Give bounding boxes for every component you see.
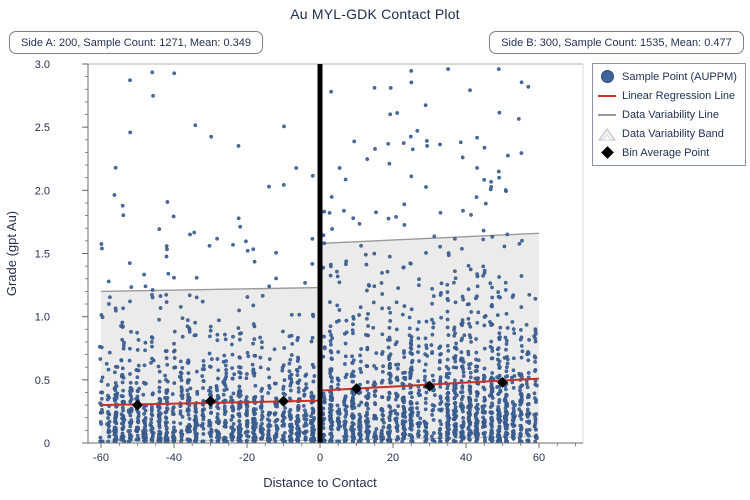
y-tick-label: 0.5: [35, 375, 50, 387]
x-tick-label: 40: [460, 452, 472, 464]
side-a-summary-box: Side A: 200, Sample Count: 1271, Mean: 0…: [9, 31, 263, 54]
x-axis-label: Distance to Contact: [263, 475, 377, 490]
legend-item-bin-average-point: Bin Average Point: [597, 143, 741, 162]
data-variability-band-icon: [597, 126, 617, 142]
legend-item-data-variability-line: Data Variability Line: [597, 105, 741, 124]
bin-average-point: [497, 376, 508, 388]
legend-item-label: Bin Average Point: [622, 146, 710, 159]
y-tick-label: 2.0: [35, 185, 50, 197]
data-variability-band-A: [101, 287, 320, 442]
data-variability-line-lower-B: [319, 436, 540, 441]
legend-item-linear-regression-line: Linear Regression Line: [597, 86, 741, 105]
y-axis-label: Grade (gpt Au): [4, 211, 19, 296]
legend-item-label: Data Variability Band: [622, 127, 724, 140]
side-b-summary-box: Side B: 300, Sample Count: 1535, Mean: 0…: [489, 31, 744, 54]
bin-average-point-icon: [597, 145, 617, 161]
x-tick-label: -60: [93, 452, 109, 464]
x-tick-label: -20: [239, 452, 255, 464]
data-variability-line-B: [319, 232, 540, 245]
sample-point-icon: [597, 69, 617, 85]
x-tick-label: 60: [533, 452, 545, 464]
data-variability-line-A: [100, 286, 321, 293]
legend-item-data-variability-band: Data Variability Band: [597, 124, 741, 143]
x-tick-label: 0: [317, 452, 323, 464]
bin-average-point: [278, 395, 289, 407]
bin-average-point: [205, 395, 216, 407]
bin-average-point: [351, 383, 362, 395]
x-tick-label: 20: [387, 452, 399, 464]
legend-item-label: Sample Point (AUPPM): [622, 70, 737, 83]
linear-regression-line-icon: [597, 88, 617, 104]
y-tick-label: 2.5: [35, 122, 50, 134]
y-tick-label: 1.5: [35, 249, 50, 261]
bin-average-point: [424, 380, 435, 392]
legend-item-label: Linear Regression Line: [622, 89, 736, 102]
legend: Sample Point (AUPPM) Linear Regression Li…: [592, 63, 746, 166]
y-tick-label: 1.0: [35, 312, 50, 324]
y-tick-label: 0: [44, 438, 50, 450]
y-tick-label: 3.0: [35, 59, 50, 71]
sample-points: [97, 67, 539, 444]
data-variability-line-icon: [597, 107, 617, 123]
page-title: Au MYL-GDK Contact Plot: [290, 6, 460, 22]
legend-item-sample-point: Sample Point (AUPPM): [597, 67, 741, 86]
x-tick-label: -40: [166, 452, 182, 464]
legend-item-label: Data Variability Line: [622, 108, 720, 121]
bin-average-point: [132, 399, 143, 411]
